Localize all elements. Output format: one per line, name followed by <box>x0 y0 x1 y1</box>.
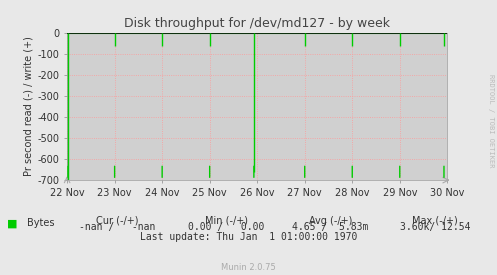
Text: Munin 2.0.75: Munin 2.0.75 <box>221 263 276 272</box>
Text: Last update: Thu Jan  1 01:00:00 1970: Last update: Thu Jan 1 01:00:00 1970 <box>140 232 357 242</box>
Text: RRDTOOL / TOBI OETIKER: RRDTOOL / TOBI OETIKER <box>488 74 494 168</box>
Text: Bytes: Bytes <box>27 218 55 228</box>
Title: Disk throughput for /dev/md127 - by week: Disk throughput for /dev/md127 - by week <box>124 17 390 31</box>
Y-axis label: Pr second read (-) / write (+): Pr second read (-) / write (+) <box>23 37 33 177</box>
Text: Max (-/+): Max (-/+) <box>412 216 458 226</box>
Text: Cur (-/+): Cur (-/+) <box>95 216 138 226</box>
Text: -nan /   -nan: -nan / -nan <box>79 222 155 232</box>
Text: 0.00 /   0.00: 0.00 / 0.00 <box>188 222 264 232</box>
Text: 4.65 /  5.83m: 4.65 / 5.83m <box>292 222 369 232</box>
Text: Avg (-/+): Avg (-/+) <box>309 216 352 226</box>
Text: 3.60k/ 12.54: 3.60k/ 12.54 <box>400 222 470 232</box>
Text: ■: ■ <box>7 219 18 229</box>
Text: Min (-/+): Min (-/+) <box>205 216 248 226</box>
